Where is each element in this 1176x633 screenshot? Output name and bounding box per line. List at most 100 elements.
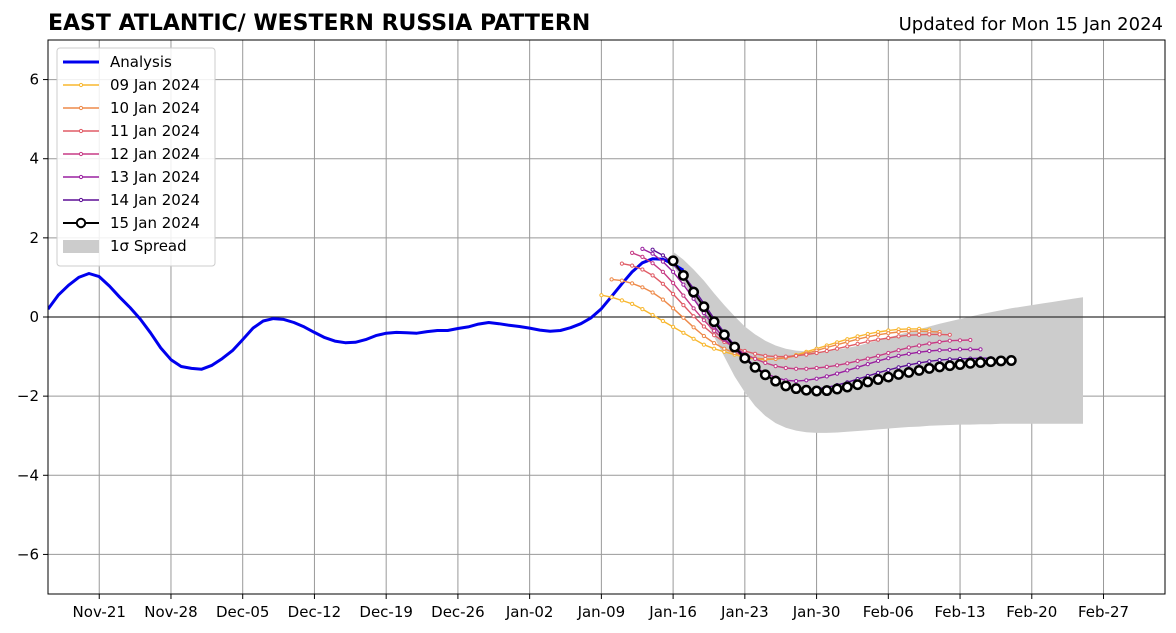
legend-marker (75, 217, 87, 229)
x-tick-label: Dec-12 (288, 603, 342, 621)
x-tick-label: Dec-26 (431, 603, 485, 621)
forecast-point (927, 341, 932, 346)
y-tick-label: 4 (29, 150, 39, 168)
legend-box (56, 47, 216, 267)
forecast-point (845, 368, 850, 373)
forecast-point (814, 365, 819, 371)
forecast-point (923, 362, 935, 374)
forecast-point (640, 267, 645, 272)
forecast-point (712, 328, 717, 333)
forecast-point (640, 246, 645, 251)
forecast-point (968, 347, 973, 352)
forecast-point (619, 278, 625, 283)
forecast-point (927, 332, 932, 337)
legend-entry: 13 Jan 2024 (63, 168, 200, 186)
forecast-series (667, 255, 1017, 397)
forecast-point (783, 365, 788, 371)
forecast-point (677, 269, 689, 281)
forecast-point (729, 341, 741, 353)
forecast-point (701, 333, 707, 339)
legend-entry: Analysis (63, 53, 172, 71)
forecast-point (906, 362, 911, 367)
plot-area: −6 −4 −2 0 2 4 6 Nov-21 Nov-28 Dec-05 Dec-12 Dec-19… (17, 39, 1166, 621)
forecast-point (855, 341, 860, 346)
forecast-point (671, 324, 676, 329)
x-tick-label: Jan-23 (720, 603, 769, 621)
forecast-point (790, 383, 802, 395)
forecast-point (852, 379, 864, 391)
x-tick-label: Feb-06 (863, 603, 914, 621)
legend-marker (78, 174, 84, 180)
forecast-point (824, 348, 829, 354)
forecast-point (855, 337, 860, 342)
forecast-point (917, 343, 922, 348)
forecast-point (957, 338, 963, 343)
analysis-line (48, 257, 685, 371)
forecast-point (865, 339, 870, 344)
forecast-point (681, 315, 686, 320)
forecast-point (835, 346, 840, 351)
forecast-point (688, 286, 700, 298)
forecast-point (609, 277, 614, 282)
legend-entry: 14 Jan 2024 (63, 191, 200, 209)
forecast-point (876, 353, 881, 358)
forecast-point (698, 301, 710, 313)
legend-entry: 15 Jan 2024 (63, 214, 200, 232)
forecast-point (640, 307, 645, 312)
forecast-point (957, 347, 963, 352)
forecast-point (824, 364, 829, 369)
y-tick-label: −2 (17, 387, 39, 405)
forecast-point (753, 351, 758, 356)
forecast-point (835, 342, 840, 347)
forecast-point (937, 348, 942, 353)
forecast-point (814, 376, 819, 381)
forecast-point (691, 306, 696, 311)
legend-entry: 12 Jan 2024 (63, 145, 200, 163)
chart-title: EAST ATLANTIC/ WESTERN RUSSIA PATTERN (48, 11, 590, 36)
forecast-point (845, 344, 850, 349)
forecast-point (630, 263, 635, 268)
forecast-point (660, 269, 666, 274)
forecast-point (763, 360, 768, 365)
forecast-point (630, 301, 635, 306)
forecast-point (886, 335, 891, 341)
forecast-point (862, 376, 874, 388)
forecast-point (906, 333, 911, 338)
forecast-point (671, 291, 676, 297)
plot-frame (47, 39, 1166, 595)
forecast-point (660, 318, 666, 324)
x-tick-label: Dec-19 (359, 603, 413, 621)
forecast-point (906, 351, 911, 356)
forecast-point (882, 371, 894, 383)
forecast-point (1005, 355, 1017, 366)
forecast-point (691, 325, 696, 330)
forecast-point (691, 336, 696, 341)
forecast-point (876, 358, 881, 363)
forecast-point (893, 368, 905, 380)
forecast-point (896, 365, 901, 370)
forecast-point (660, 259, 666, 264)
forecast-point (937, 339, 942, 344)
forecast-point (917, 329, 922, 334)
forecast-point (671, 280, 676, 286)
forecast-point (681, 282, 686, 287)
y-tick-label: 6 (29, 71, 39, 89)
forecast-point (896, 334, 901, 339)
x-tick-label: Feb-13 (935, 603, 986, 621)
forecast-point (630, 281, 635, 286)
y-tick-label: −4 (17, 466, 39, 484)
forecast-point (783, 354, 788, 359)
legend-entry: 09 Jan 2024 (63, 76, 200, 94)
forecast-point (619, 298, 625, 303)
forecast-point (944, 360, 956, 372)
forecast-point (927, 359, 932, 364)
x-tick-label: Jan-02 (505, 603, 554, 621)
forecast-point (660, 281, 666, 286)
forecast-point (650, 312, 655, 318)
forecast-point (947, 332, 952, 337)
legend-label: 10 Jan 2024 (110, 99, 200, 117)
forecast-point (947, 347, 952, 352)
legend-label: 11 Jan 2024 (110, 122, 200, 140)
x-tick-label: Jan-16 (648, 603, 697, 621)
x-tick-label: Nov-21 (73, 603, 126, 621)
